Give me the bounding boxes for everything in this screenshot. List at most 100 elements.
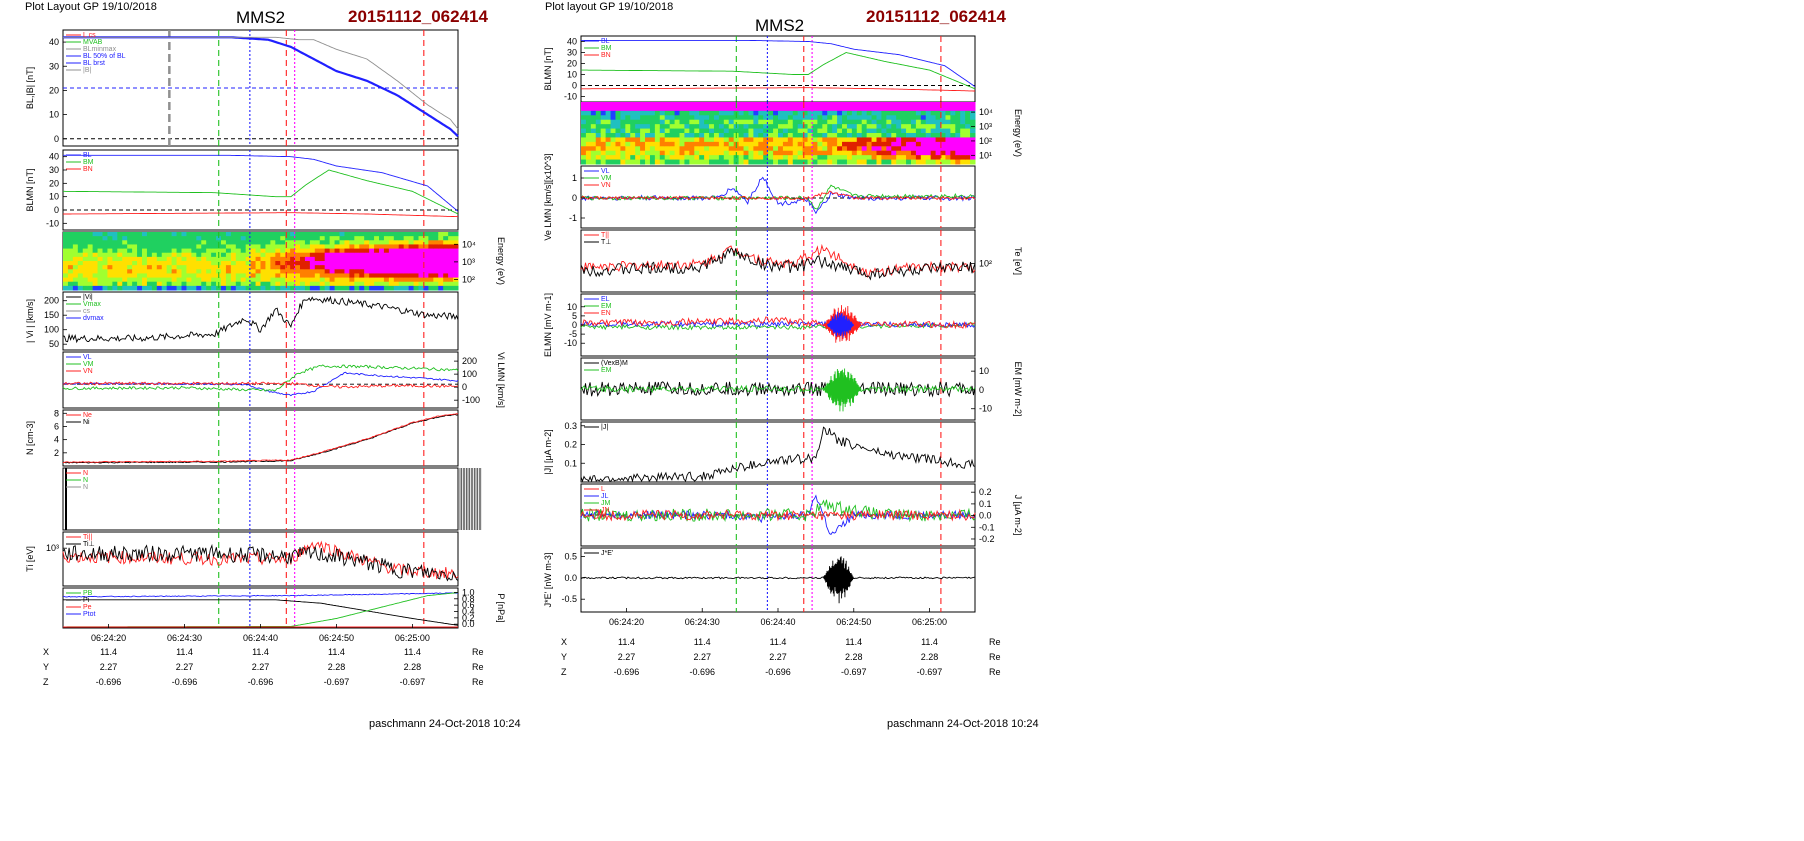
right-spec-cell bbox=[615, 106, 621, 112]
left-spec-cell bbox=[408, 269, 415, 274]
left-spec-cell bbox=[359, 285, 365, 291]
right-spec-cell bbox=[659, 102, 666, 107]
left-spec-cell bbox=[408, 277, 415, 283]
left-spec-cell bbox=[280, 277, 286, 283]
left-spec-cell bbox=[211, 269, 217, 274]
right-spec-cell bbox=[881, 106, 887, 112]
right-spec-cell bbox=[960, 155, 966, 161]
right-panel-em: 100-10 EM [mW m-2](VexB)MEM bbox=[580, 357, 1023, 421]
right-spec-cell bbox=[694, 146, 700, 152]
left-spec-cell bbox=[186, 265, 192, 270]
left-spec-cell bbox=[132, 285, 138, 291]
right-spec-cell bbox=[797, 119, 804, 125]
right-spec-cell bbox=[876, 137, 882, 143]
left-spec-cell bbox=[403, 232, 410, 237]
left-spec-cell bbox=[221, 232, 227, 237]
left-spec-cell bbox=[438, 256, 444, 262]
right-spec-cell bbox=[960, 141, 966, 147]
right-spec-cell bbox=[704, 155, 710, 161]
right-spec-cell bbox=[728, 106, 735, 112]
right-spec-cell bbox=[802, 133, 809, 138]
left-spec-cell bbox=[438, 244, 444, 250]
right-ytick-label: 30 bbox=[567, 48, 577, 58]
right-spec-cell bbox=[689, 159, 695, 165]
right-spec-cell bbox=[718, 150, 725, 156]
left-spec-cell bbox=[117, 236, 123, 241]
right-spec-cell bbox=[649, 110, 656, 116]
right-spec-cell bbox=[615, 110, 621, 116]
right-spec-cell bbox=[728, 119, 735, 125]
left-spec-cell bbox=[423, 256, 429, 262]
left-spec-cell bbox=[216, 269, 222, 274]
right-spec-cell bbox=[600, 106, 607, 112]
left-spec-cell bbox=[161, 244, 168, 250]
left-spec-cell bbox=[438, 240, 444, 245]
right-spec-cell bbox=[832, 124, 838, 130]
left-spec-cell bbox=[290, 252, 296, 258]
left-spec-cell bbox=[240, 248, 247, 254]
right-spec-cell bbox=[886, 155, 892, 161]
right-spec-cell bbox=[812, 159, 818, 165]
right-spec-cell bbox=[640, 137, 646, 143]
right-spec-cell bbox=[718, 155, 725, 161]
right-spec-cell bbox=[605, 159, 612, 165]
left-spec-cell bbox=[161, 281, 168, 287]
right-spec-cell bbox=[812, 137, 818, 143]
left-spec-cell bbox=[225, 273, 232, 279]
right-spec-cell bbox=[669, 159, 676, 165]
right-spec-cell bbox=[713, 115, 720, 121]
right-spec-cell bbox=[600, 141, 607, 147]
right-spec-cell bbox=[713, 119, 720, 125]
right-spec-cell bbox=[581, 106, 587, 112]
left-spec-cell bbox=[275, 261, 281, 266]
right-spec-cell bbox=[640, 106, 646, 112]
right-spec-cell bbox=[713, 128, 720, 134]
left-spec-cell bbox=[211, 261, 217, 266]
left-spec-cell bbox=[142, 261, 148, 266]
left-spec-cell bbox=[290, 244, 296, 250]
right-spec-cell bbox=[910, 110, 917, 116]
right-spec-cell bbox=[787, 110, 794, 116]
right-spec-cell bbox=[773, 128, 779, 134]
left-spec-cell bbox=[408, 261, 415, 266]
left-spec-cell bbox=[408, 244, 415, 250]
left-spec-cell bbox=[142, 269, 148, 274]
left-spec-cell bbox=[72, 252, 79, 258]
right-spec-cell bbox=[832, 106, 838, 112]
left-spec-cell bbox=[67, 265, 74, 270]
left-spec-cell bbox=[270, 261, 276, 266]
left-spec-cell bbox=[122, 248, 128, 254]
right-spec-cell bbox=[812, 124, 818, 130]
right-spec-cell bbox=[871, 119, 877, 125]
left-series-BM bbox=[63, 169, 459, 215]
left-spec-cell bbox=[388, 285, 395, 291]
right-spec-cell bbox=[891, 110, 897, 116]
left-spec-cell bbox=[171, 261, 178, 266]
left-spec-cell bbox=[270, 265, 276, 270]
left-spec-cell bbox=[240, 261, 247, 266]
left-spec-cell bbox=[324, 269, 331, 274]
left-spec-cell bbox=[72, 265, 79, 270]
right-spec-cell bbox=[837, 137, 843, 143]
right-spec-cell bbox=[866, 159, 873, 165]
right-ytick-label: 10 bbox=[567, 70, 577, 80]
left-panel-nlmn: NNN bbox=[62, 467, 482, 531]
left-spec-cell bbox=[398, 261, 405, 266]
left-spec-cell bbox=[433, 248, 439, 254]
left-legend-label: Pe bbox=[83, 604, 92, 611]
left-spec-cell bbox=[181, 252, 187, 258]
left-spec-cell bbox=[270, 281, 276, 287]
left-spec-cell bbox=[221, 265, 227, 270]
left-spec-cell bbox=[87, 285, 94, 291]
right-spec-cell bbox=[689, 141, 695, 147]
left-spec-cell bbox=[137, 265, 143, 270]
right-spec-cell bbox=[713, 150, 720, 156]
right-spec-cell bbox=[585, 155, 592, 161]
left-spec-cell bbox=[240, 256, 247, 262]
left-spec-cell bbox=[186, 261, 192, 266]
left-spec-cell bbox=[448, 277, 454, 283]
left-spec-cell bbox=[383, 273, 390, 279]
right-spec-cell bbox=[960, 119, 966, 125]
right-spec-cell bbox=[807, 137, 813, 143]
left-spec-cell bbox=[82, 273, 89, 279]
